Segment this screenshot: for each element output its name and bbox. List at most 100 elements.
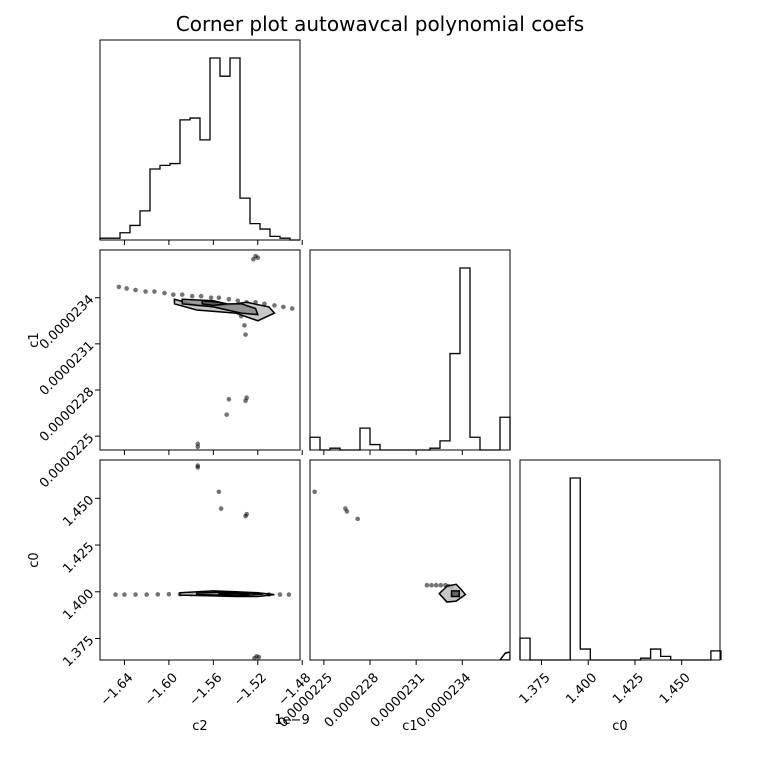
x-axis-label-c0: c0 — [612, 719, 627, 734]
histogram-bin — [160, 165, 170, 240]
scatter-point — [438, 582, 444, 588]
contour-inner — [450, 590, 460, 598]
scatter-point — [208, 295, 214, 300]
panel-frame — [99, 459, 301, 661]
scatter-point — [429, 582, 434, 588]
histogram-bin — [130, 225, 140, 240]
contour-inner — [218, 592, 249, 596]
histogram-c2 — [99, 39, 301, 241]
histogram-bin — [120, 233, 130, 240]
scatter-point — [289, 306, 295, 311]
scatter-point — [216, 489, 222, 495]
contour-inner — [201, 299, 227, 307]
scatter-point — [433, 582, 439, 588]
y-axis-label-c0: c0 — [27, 552, 42, 567]
scatter-point — [256, 654, 262, 660]
scatter-point — [216, 295, 222, 300]
panel-frame — [309, 459, 511, 661]
scatter-point — [355, 516, 360, 522]
scatter-point — [143, 289, 148, 294]
figure-title: Corner plot autowavcal polynomial coefs — [176, 12, 584, 36]
scatter-point — [166, 591, 172, 597]
histogram-bin — [360, 428, 370, 450]
panel-c0-vs-c2 — [99, 459, 301, 661]
scatter-point — [243, 332, 248, 337]
histogram-bin — [210, 58, 220, 240]
histogram-bin — [450, 354, 460, 450]
histogram-bin — [370, 445, 380, 450]
scatter-point — [281, 304, 286, 310]
histogram-bin — [170, 164, 180, 240]
histogram-bin — [220, 76, 230, 240]
scatter-point — [344, 509, 350, 514]
scatter-point — [235, 298, 241, 304]
histogram-step-line-c2 — [99, 57, 300, 241]
histogram-bin — [580, 649, 590, 660]
histogram-bin — [180, 120, 190, 240]
histogram-bin — [250, 224, 260, 240]
scatter-point — [224, 412, 229, 417]
histogram-bin — [460, 268, 470, 450]
x-axis-label-c2: c2 — [192, 719, 207, 734]
histogram-bin — [310, 437, 320, 450]
scatter-point — [272, 303, 277, 308]
panel-content — [113, 463, 292, 660]
scatter-point — [124, 286, 129, 291]
scatter-point — [244, 511, 249, 517]
y-axis-label-c1: c1 — [27, 332, 42, 347]
histogram-bin — [570, 478, 580, 660]
scatter-point — [113, 592, 118, 597]
histogram-bin — [651, 649, 661, 660]
histogram-bin — [470, 437, 480, 450]
scatter-point — [277, 592, 283, 597]
scatter-point — [133, 287, 138, 293]
scatter-point — [286, 592, 292, 597]
panel-frame — [99, 249, 301, 451]
scatter-point — [144, 592, 149, 597]
histogram-bin — [150, 169, 160, 240]
scatter-point — [226, 396, 232, 402]
histogram-bin — [200, 140, 210, 240]
scatter-point — [198, 293, 204, 299]
x-axis-label-c1: c1 — [402, 719, 417, 734]
scatter-point — [122, 592, 127, 597]
panel-c0-vs-c1 — [309, 459, 511, 661]
scatter-point — [255, 255, 261, 260]
scatter-point — [162, 290, 167, 296]
scatter-point — [152, 289, 157, 294]
scatter-point — [195, 463, 201, 468]
histogram-bin — [140, 211, 150, 240]
histogram-bin — [500, 417, 510, 450]
histogram-bin — [260, 229, 270, 240]
histogram-bin — [230, 58, 240, 240]
panel-content — [116, 253, 295, 450]
histogram-step-line-c0 — [519, 477, 722, 661]
scatter-point — [312, 489, 317, 495]
histogram-frame-c2 — [99, 39, 301, 241]
scatter-point — [226, 296, 232, 302]
x-axis-offset-c2: 1e−9 — [274, 713, 309, 728]
scatter-point — [116, 284, 122, 290]
histogram-c0 — [519, 459, 722, 661]
panel-c1-vs-c2 — [99, 249, 301, 451]
scatter-point — [218, 506, 224, 511]
contour-corner — [499, 651, 510, 660]
histogram-step-line-c1 — [309, 267, 511, 451]
scatter-point — [171, 292, 176, 297]
panel-content — [312, 489, 510, 660]
histogram-bin — [440, 441, 450, 450]
histogram-bin — [711, 651, 721, 660]
scatter-point — [252, 655, 257, 660]
scatter-point — [189, 293, 195, 299]
scatter-point — [242, 323, 247, 328]
histogram-c1 — [309, 249, 511, 451]
histogram-bin — [240, 198, 250, 240]
scatter-point — [244, 395, 249, 400]
histogram-bin — [190, 118, 200, 240]
scatter-point — [424, 582, 430, 588]
scatter-point — [133, 592, 138, 597]
scatter-point — [155, 592, 161, 597]
scatter-point — [195, 444, 201, 450]
